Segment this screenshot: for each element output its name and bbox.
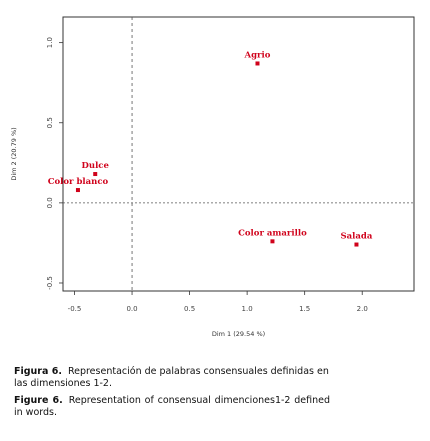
x-tick-label: 0.0 [126, 305, 137, 313]
y-tick-label: 0.0 [46, 197, 54, 208]
figure-caption-spanish: Figura 6. Representación de palabras cons… [14, 366, 330, 389]
caption-text-english: Representation of consensual dimenciones… [14, 395, 330, 418]
caption-text-spanish: Representación de palabras consensuales … [14, 366, 329, 389]
data-point-label: Dulce [82, 161, 110, 171]
y-tick-label: 0.5 [46, 117, 54, 128]
data-point-label: Color amarillo [238, 228, 307, 238]
y-tick-label: -0.5 [46, 276, 54, 290]
x-tick-label: -0.5 [68, 305, 82, 313]
y-tick-label: 1.0 [46, 37, 54, 48]
x-tick-label: 2.0 [357, 305, 368, 313]
x-tick-label: 0.5 [184, 305, 195, 313]
data-point [75, 188, 80, 193]
data-point-label: Salada [341, 232, 373, 242]
data-point [354, 242, 359, 247]
figure-number-english: Figure 6. [14, 395, 63, 406]
x-tick-label: 1.5 [299, 305, 310, 313]
y-axis-title: Dim 2 (20.79 %) [10, 127, 18, 180]
data-point [270, 239, 275, 244]
data-point-label: Color blanco [48, 177, 109, 187]
figure-number-spanish: Figura 6. [14, 366, 62, 377]
data-point-label: Agrio [244, 50, 271, 60]
scatter-chart: -0.5 0.0 0.5 1.0 1.5 2.0 -0.5 0.0 0.5 1.0 Agrio Du… [10, 16, 415, 338]
data-point [93, 172, 98, 177]
x-tick-label: 1.0 [242, 305, 253, 313]
plot-frame [62, 16, 415, 292]
data-point [255, 61, 260, 66]
x-axis-title: Dim 1 (29.54 %) [212, 330, 265, 338]
figure-caption-english: Figure 6. Representation of consensual di… [14, 395, 330, 418]
